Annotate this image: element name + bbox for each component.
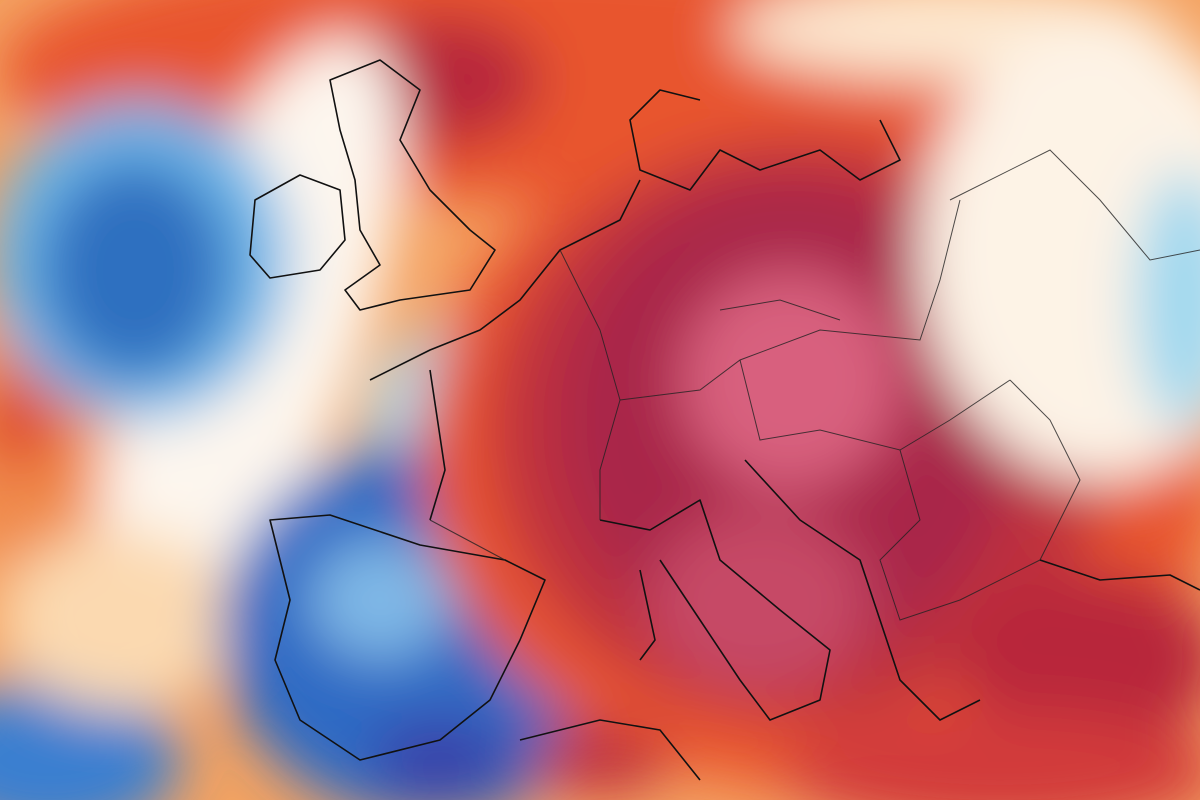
france-north-coast — [369, 179, 641, 381]
heat-zone — [780, 710, 1200, 800]
heat-core — [960, 570, 1200, 750]
iberia-coast — [269, 514, 546, 761]
country-border — [429, 519, 506, 561]
ireland-coast — [249, 174, 346, 279]
neutral-zone — [920, 20, 1200, 480]
cold-core — [40, 160, 230, 380]
country-border — [739, 359, 1011, 451]
baltic-coast — [629, 89, 901, 191]
cold-zone — [0, 680, 180, 800]
coastlines — [249, 59, 1200, 781]
france-west-coast — [429, 369, 446, 521]
cold-core — [370, 720, 510, 800]
britain-coast — [329, 59, 496, 311]
heat-patch — [680, 270, 900, 490]
heat-patch — [530, 725, 670, 795]
country-border — [949, 149, 1200, 261]
adriatic-coast — [744, 459, 981, 721]
cool-patch — [310, 540, 450, 660]
country-border — [719, 299, 841, 321]
africa-coast — [519, 719, 701, 781]
country-border — [619, 199, 961, 401]
italy-coast — [599, 499, 831, 721]
country-border — [879, 449, 1041, 621]
corsica-sardinia-coast — [639, 569, 656, 661]
borders — [429, 149, 1200, 621]
country-border — [1009, 379, 1081, 561]
pale-zone — [0, 530, 240, 710]
heat-zone — [0, 370, 60, 470]
heat-patch — [650, 510, 870, 690]
cool-zone — [1135, 170, 1200, 430]
black-sea-coast — [1039, 559, 1200, 591]
